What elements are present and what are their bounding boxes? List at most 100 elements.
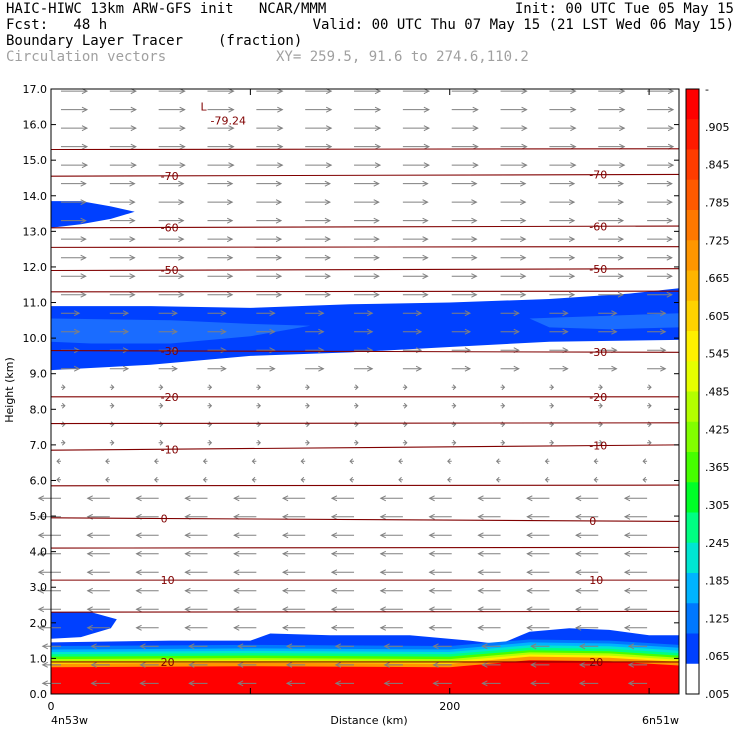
circulation-vector (428, 532, 452, 539)
tracer-blob-2km (51, 612, 117, 639)
circulation-vector (549, 310, 569, 317)
circulation-vector (109, 421, 115, 428)
colorbar-label: .365 (705, 461, 730, 474)
circulation-vector (158, 310, 178, 317)
y-tick-label: 0.0 (30, 688, 48, 701)
circulation-vector (354, 291, 380, 298)
circulation-vector (402, 365, 423, 372)
upper-tracer-band (51, 288, 679, 371)
circulation-vector (60, 439, 66, 446)
circulation-vector (86, 495, 110, 502)
circulation-vector (623, 624, 648, 631)
circulation-vector (281, 587, 306, 594)
circulation-vector (549, 217, 576, 224)
circulation-vector (256, 217, 283, 224)
circulation-vector (109, 328, 130, 335)
circulation-vector (139, 643, 159, 650)
circulation-vector (330, 606, 355, 613)
circulation-vector (549, 106, 577, 113)
colorbar-label: .845 (705, 159, 730, 172)
plot-frame (50, 88, 680, 695)
circulation-vector (305, 291, 332, 298)
circulation-vector (305, 162, 333, 169)
circulation-vector (184, 495, 208, 502)
circulation-vector (109, 125, 137, 132)
circulation-vector (207, 236, 234, 243)
field-unit: (fraction) (218, 33, 303, 49)
circulation-vector (349, 476, 355, 483)
circulation-vector (281, 606, 306, 613)
circulation-vector (428, 569, 452, 576)
temperature-contours: -70 -70-60 -60-50 -50-30 -30-20 -20-10 -100 010… (50, 100, 680, 669)
circulation-vector (202, 458, 208, 465)
contour-label: -20 (589, 391, 607, 404)
circulation-vector (251, 458, 257, 465)
circulation-vector (428, 624, 452, 631)
circulation-vector (549, 365, 569, 372)
circulation-vector (237, 661, 257, 668)
circulation-vector (233, 550, 257, 557)
circulation-vector (530, 643, 550, 650)
circulation-vector (334, 680, 355, 687)
circulation-vector (233, 587, 257, 594)
circulation-vector (354, 365, 374, 372)
circulation-vector (598, 291, 625, 298)
colorbar-label: .665 (705, 272, 730, 285)
circulation-vector (549, 236, 576, 243)
contour-label: 10 (589, 574, 603, 587)
circulation-vector (451, 162, 479, 169)
x-end-label-right: 6n51w (642, 714, 679, 727)
circulation-vector (623, 513, 648, 520)
colorbar-swatch (686, 573, 699, 604)
colorbar-swatch (686, 452, 699, 483)
circulation-vector (158, 402, 164, 409)
circulation-vector (207, 421, 213, 428)
circulation-vector (207, 106, 235, 113)
circulation-vector (593, 476, 599, 483)
circulation-vector (60, 180, 87, 187)
circulation-vector (383, 680, 403, 687)
circulation-vector (642, 476, 648, 483)
circulation-vector (305, 310, 325, 317)
circulation-vector (207, 273, 234, 280)
circulation-vector (647, 106, 675, 113)
cross-section-endpoints: XY= 259.5, 91.6 to 274.6,110.2 (276, 49, 529, 65)
circulation-vector (428, 606, 452, 613)
circulation-vector (305, 328, 325, 335)
circulation-vector (402, 236, 429, 243)
circulation-vector (37, 532, 61, 539)
circulation-vector (402, 310, 423, 317)
circulation-vector (598, 125, 626, 132)
circulation-vector (158, 217, 185, 224)
circulation-vector (330, 532, 355, 539)
circulation-vector (598, 328, 618, 335)
contour-label: -10 (161, 443, 179, 456)
circulation-vector (477, 624, 501, 631)
boundary-layer-shade-8 (51, 660, 679, 694)
circulation-vector (500, 236, 527, 243)
circulation-vector (207, 439, 213, 446)
circulation-vector (647, 439, 652, 446)
circulation-vector (86, 606, 110, 613)
circulation-vector (500, 439, 506, 446)
circulation-vector (109, 365, 130, 372)
circulation-vector (500, 199, 527, 206)
circulation-vector (60, 162, 89, 169)
y-tick-label: 17.0 (23, 83, 48, 96)
circulation-vector (202, 476, 208, 483)
circulation-vector (647, 310, 667, 317)
circulation-vector (305, 384, 310, 391)
circulation-vector (481, 680, 501, 687)
colorbar-label: .725 (705, 234, 730, 247)
circulation-vector (305, 365, 325, 372)
circulation-vector (233, 532, 257, 539)
circulation-vector (158, 180, 185, 187)
circulation-vector (86, 532, 110, 539)
circulation-vector (544, 458, 550, 465)
circulation-vector (135, 569, 159, 576)
circulation-vector (158, 236, 185, 243)
circulation-vector (623, 569, 648, 576)
circulation-vector (334, 661, 355, 668)
circulation-vector (500, 143, 528, 150)
